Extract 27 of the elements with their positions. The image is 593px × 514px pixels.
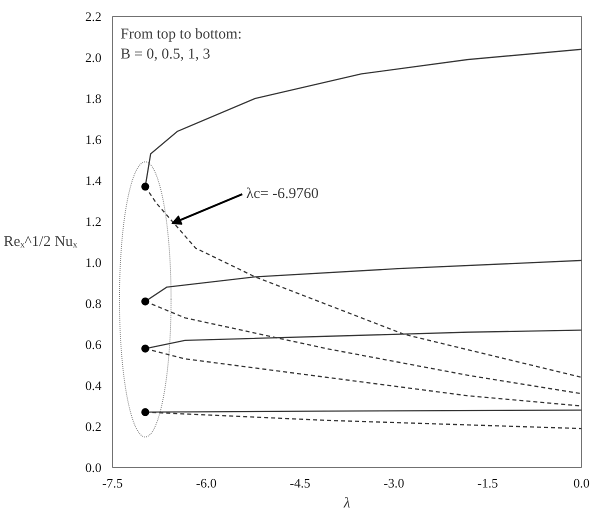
x-tick-label: -1.5 — [477, 476, 498, 490]
x-tick-label: -6.0 — [196, 476, 217, 490]
annotation: λc= -6.9760 — [246, 186, 319, 202]
y-tick-label: 0.6 — [85, 337, 102, 352]
annotation: From top to bottom: — [120, 26, 242, 42]
point — [141, 297, 150, 306]
x-tick-label: -4.5 — [290, 476, 310, 490]
y-axis-title: Reₓ^1/2 Nuₓ — [4, 234, 78, 250]
x-tick-label: -7.5 — [102, 476, 123, 490]
y-tick-label: 2.0 — [85, 50, 102, 65]
y-tick-label: 2.2 — [85, 9, 102, 24]
point — [141, 408, 150, 416]
y-tick-label: 1.6 — [85, 132, 102, 147]
point — [141, 344, 150, 353]
y-tick-label: 0.8 — [85, 296, 102, 311]
annotation: B = 0, 0.5, 1, 3 — [120, 46, 210, 62]
y-tick-label: 0.0 — [85, 460, 102, 475]
x-tick-label: -3.0 — [384, 476, 404, 490]
y-tick-label: 1.2 — [85, 214, 102, 229]
y-tick-label: 1.8 — [85, 91, 102, 106]
x-axis-title: λ — [342, 496, 351, 512]
point — [141, 182, 150, 191]
y-tick-label: 0.2 — [85, 419, 102, 434]
y-tick-label: 0.4 — [85, 378, 102, 393]
x-tick-label: 0.0 — [573, 476, 590, 490]
y-tick-label: 1.0 — [85, 255, 102, 270]
y-tick-label: 1.4 — [85, 173, 102, 188]
